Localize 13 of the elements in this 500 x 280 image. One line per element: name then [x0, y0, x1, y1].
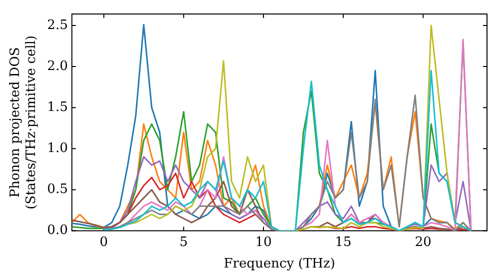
y-tick-label: 0.5 — [47, 182, 68, 198]
x-tick-label: 0 — [100, 234, 108, 250]
x-axis-title: Frequency (THz) — [224, 256, 336, 272]
x-tick-label: 20 — [414, 234, 432, 250]
x-tick-label: 15 — [335, 234, 352, 250]
x-tick-label: 5 — [180, 234, 188, 250]
y-tick-label: 2.5 — [47, 18, 68, 33]
y-tick-label: 0.0 — [47, 223, 68, 238]
y-axis-title: Phonon projected DOS (States/THz·primitive cell) — [8, 35, 39, 210]
y-tick-label: 1.0 — [47, 141, 68, 156]
y-tick-label: 1.5 — [47, 100, 68, 115]
x-tick-label: 10 — [255, 234, 272, 250]
y-tick-label: 2.0 — [47, 58, 68, 74]
